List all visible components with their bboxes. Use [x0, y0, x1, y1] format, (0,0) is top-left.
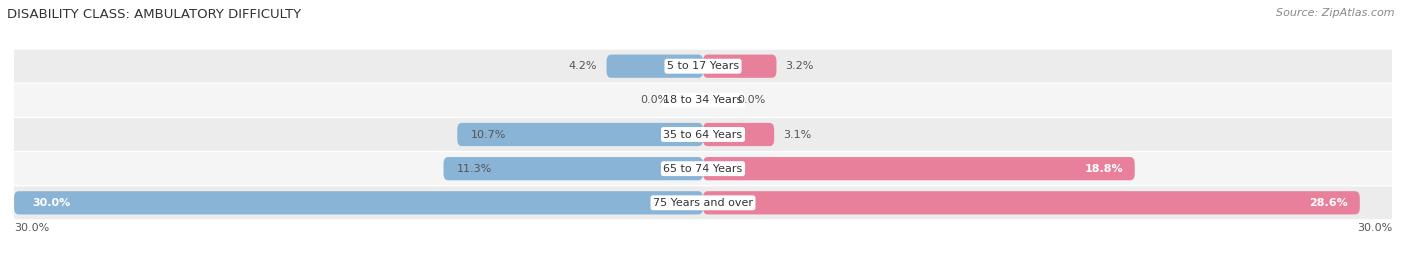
FancyBboxPatch shape: [3, 186, 1403, 219]
FancyBboxPatch shape: [457, 123, 703, 146]
Text: 10.7%: 10.7%: [471, 129, 506, 140]
Text: 75 Years and over: 75 Years and over: [652, 198, 754, 208]
Text: 30.0%: 30.0%: [1357, 223, 1392, 233]
Text: 65 to 74 Years: 65 to 74 Years: [664, 164, 742, 174]
FancyBboxPatch shape: [3, 118, 1403, 151]
Text: 0.0%: 0.0%: [640, 95, 669, 105]
Text: 3.2%: 3.2%: [786, 61, 814, 71]
FancyBboxPatch shape: [703, 55, 776, 78]
FancyBboxPatch shape: [443, 157, 703, 180]
FancyBboxPatch shape: [3, 84, 1403, 117]
Text: 11.3%: 11.3%: [457, 164, 492, 174]
FancyBboxPatch shape: [14, 191, 703, 214]
Text: 5 to 17 Years: 5 to 17 Years: [666, 61, 740, 71]
Text: DISABILITY CLASS: AMBULATORY DIFFICULTY: DISABILITY CLASS: AMBULATORY DIFFICULTY: [7, 8, 301, 21]
Text: 30.0%: 30.0%: [14, 223, 49, 233]
Text: 30.0%: 30.0%: [32, 198, 70, 208]
FancyBboxPatch shape: [703, 191, 1360, 214]
Text: 35 to 64 Years: 35 to 64 Years: [664, 129, 742, 140]
Text: 0.0%: 0.0%: [738, 95, 766, 105]
Text: 4.2%: 4.2%: [569, 61, 598, 71]
Text: 18 to 34 Years: 18 to 34 Years: [664, 95, 742, 105]
FancyBboxPatch shape: [703, 157, 1135, 180]
Text: Source: ZipAtlas.com: Source: ZipAtlas.com: [1277, 8, 1395, 18]
FancyBboxPatch shape: [703, 123, 775, 146]
FancyBboxPatch shape: [606, 55, 703, 78]
FancyBboxPatch shape: [3, 152, 1403, 185]
Text: 18.8%: 18.8%: [1084, 164, 1123, 174]
Text: 3.1%: 3.1%: [783, 129, 811, 140]
Text: 28.6%: 28.6%: [1309, 198, 1348, 208]
FancyBboxPatch shape: [3, 50, 1403, 83]
